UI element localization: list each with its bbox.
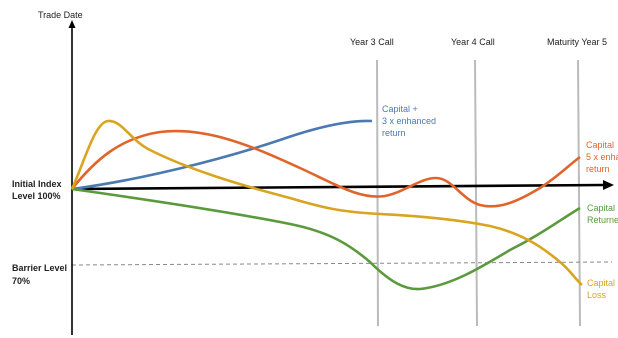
initial-level-label-line2: Level 100% xyxy=(12,191,61,201)
blue-curve xyxy=(71,119,373,191)
milestone-label-maturity: Maturity Year 5 xyxy=(547,37,607,47)
barrier-label-line1: Barrier Level xyxy=(12,263,67,273)
y-axis-arrowhead xyxy=(68,20,76,28)
orange-curve-label-line2: 5 x enha xyxy=(586,152,618,162)
y-axis-label: Trade Date xyxy=(38,10,83,20)
gold-curve-label-line1: Capital xyxy=(587,278,615,288)
initial-level-label-line1: Initial Index xyxy=(12,179,62,189)
blue-curve-label-line3: return xyxy=(382,128,406,138)
blue-curve-label-line2: 3 x enhanced xyxy=(382,116,436,126)
milestone-label-year3: Year 3 Call xyxy=(350,37,394,47)
milestone-line-year3 xyxy=(376,59,379,327)
gold-curve xyxy=(70,119,583,286)
gold-curve-label-line2: Loss xyxy=(587,290,607,300)
green-curve-label-line2: Returne xyxy=(587,215,618,225)
green-curve xyxy=(71,187,581,291)
barrier-line xyxy=(71,261,613,266)
blue-curve-label-line1: Capital + xyxy=(382,104,418,114)
orange-curve-label-line3: return xyxy=(586,164,610,174)
milestone-label-year4: Year 4 Call xyxy=(451,37,495,47)
initial-level-arrowhead xyxy=(603,180,614,190)
milestone-line-maturity xyxy=(577,59,581,327)
barrier-label-line2: 70% xyxy=(12,276,30,286)
green-curve-label-line1: Capital xyxy=(587,203,615,213)
milestone-line-year4 xyxy=(474,59,478,327)
orange-curve xyxy=(70,129,581,208)
orange-curve-label-line1: Capital xyxy=(586,140,614,150)
